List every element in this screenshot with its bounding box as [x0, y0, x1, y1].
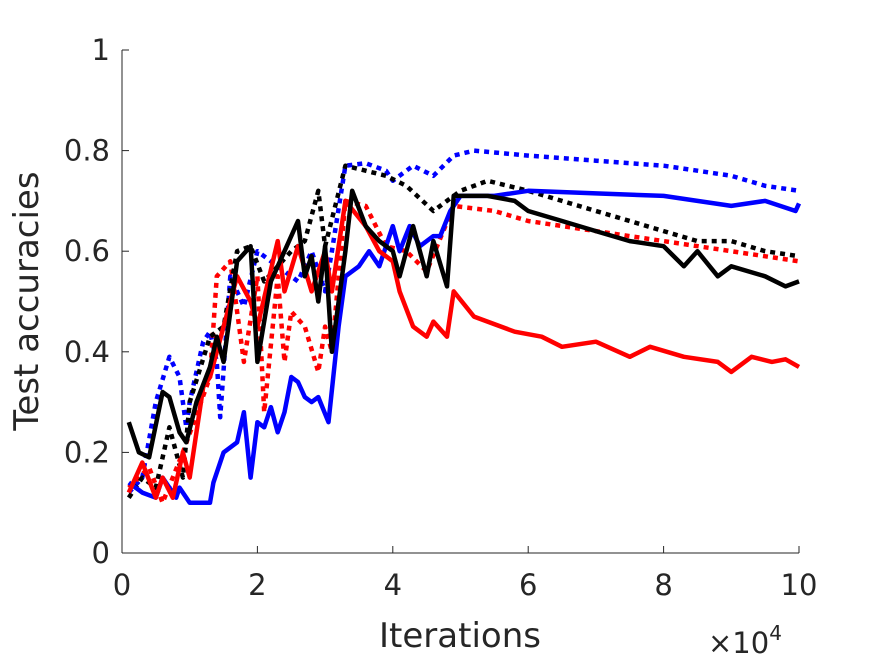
x-multiplier-label: ×104	[708, 621, 782, 660]
x-tick-label: 10	[781, 568, 818, 602]
y-axis-label: Test accuracies	[7, 171, 47, 431]
series-layer	[126, 148, 802, 505]
y-tick-label: 0.8	[64, 134, 110, 168]
y-tick-label: 0.6	[64, 234, 110, 268]
ticks-layer: 0 2 4 6 8 10 0 0.2 0.4 0.6 0.8 1	[64, 33, 818, 602]
y-tick-label: 0.2	[64, 435, 110, 469]
x-tick-label: 8	[654, 568, 672, 602]
series-line-black-solid	[126, 188, 800, 460]
x-axis-label: Iterations	[379, 616, 541, 656]
series-line-red-dotted	[127, 198, 800, 505]
x-tick-label: 2	[248, 568, 266, 602]
y-tick-label: 1	[92, 33, 110, 67]
series-line-black-dotted	[126, 163, 800, 499]
y-tick-label: 0	[92, 536, 110, 570]
x-tick-label: 4	[384, 568, 402, 602]
x-tick-label: 6	[519, 568, 537, 602]
y-tick-label: 0.4	[64, 335, 110, 369]
series-line-blue-solid	[127, 188, 802, 505]
x-tick-label: 0	[113, 568, 131, 602]
